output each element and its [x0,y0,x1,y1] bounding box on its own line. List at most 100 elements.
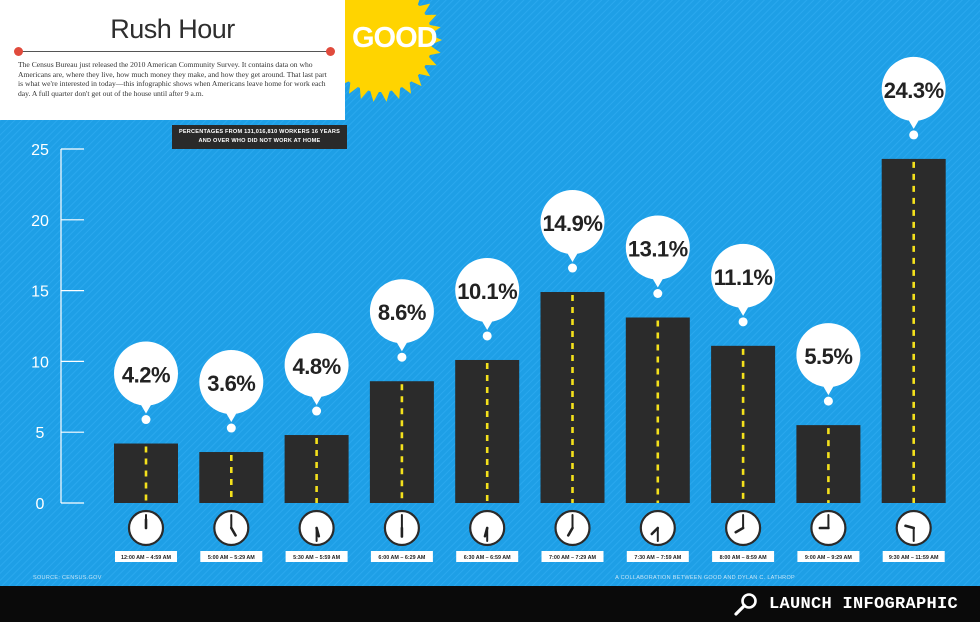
time-label: 9:00 AM – 9:29 AM [797,551,860,562]
value-label: 11.1% [714,265,773,290]
clocks-group [127,509,932,547]
clock-icon [639,509,676,547]
time-label-bg [456,551,519,562]
sun-disc [328,0,432,92]
bubble-pointer [309,393,324,406]
time-label-bg [370,551,433,562]
value-bubble: 5.5% [796,323,861,406]
clock-icon [554,509,591,547]
time-label-text: 5:00 AM – 5:29 AM [208,555,255,561]
time-label-bg [541,551,604,562]
clock-icon [383,509,420,547]
value-label: 4.2% [122,363,170,388]
good-logo-text: GOOD [352,22,438,54]
bubble-circle [284,333,349,398]
clock-icon [810,509,847,547]
value-bubbles: 4.2% 3.6% 4.8% 8.6% 10.1% 14.9% 13.1% 11.1% 5.5%… [114,56,946,433]
clock-hour-hand [650,526,660,536]
time-label-text: 7:30 AM – 7:59 AM [634,555,681,561]
y-tick-label: 10 [31,354,49,371]
clock-icon [724,509,762,547]
time-label-bg [797,551,860,562]
clock-icon [127,509,165,547]
time-label-text: 9:00 AM – 9:29 AM [805,555,852,561]
time-label: 5:00 AM – 5:29 AM [200,551,263,562]
time-label-bg [882,551,945,562]
bubble-dot [909,130,919,140]
time-label: 7:00 AM – 7:29 AM [541,551,604,562]
bubble-pointer [480,317,495,330]
bubble-dot [568,263,577,273]
time-label-text: 9:30 AM – 11:59 AM [889,555,939,561]
y-tick-label: 5 [36,425,45,442]
y-tick-label: 15 [31,284,49,301]
bar [284,435,349,503]
bubble-circle [114,341,178,406]
clock-icon [213,509,250,547]
time-label-text: 5:30 AM – 5:59 AM [293,555,340,561]
bubble-circle [881,56,946,121]
bubble-pointer [650,275,665,288]
value-label: 13.1% [628,237,688,262]
bar [455,359,520,503]
launch-infographic-button[interactable]: LAUNCH INFOGRAPHIC [733,592,958,616]
bubble-circle [540,190,605,255]
time-label: 7:30 AM – 7:59 AM [626,551,689,562]
bubble-dot [482,331,492,341]
value-bubble: 11.1% [711,243,776,327]
y-tick-label: 0 [36,496,45,513]
bubble-dot [312,406,322,416]
y-axis: 0 5 10 15 20 25 [31,142,84,513]
value-label: 24.3% [884,78,944,103]
time-label: 8:00 AM – 8:59 AM [712,551,775,562]
time-label-bg [200,551,263,562]
bubble-circle [796,323,861,388]
bubble-pointer [565,250,580,263]
y-tick-label: 20 [31,213,49,230]
bubble-pointer [821,383,836,396]
value-bubble: 8.6% [369,279,434,362]
value-label: 4.8% [293,354,341,379]
bubble-circle [369,279,434,344]
value-bubble: 14.9% [540,190,605,273]
time-label-text: 6:00 AM – 6:29 AM [378,555,425,561]
bubble-dot [226,423,236,433]
value-label: 14.9% [543,211,603,236]
clock-icon [298,509,335,547]
time-label: 5:30 AM – 5:59 AM [285,551,348,562]
value-label: 8.6% [378,300,426,325]
bubble-pointer [224,410,239,423]
value-bubble: 24.3% [881,56,946,140]
time-label: 6:30 AM – 6:59 AM [456,551,519,562]
time-label-bg [712,551,775,562]
time-label-bg [115,551,177,562]
rule-dot-right [326,47,335,56]
value-bubble: 13.1% [625,215,690,299]
value-bubble: 4.8% [284,333,349,416]
clock-hour-hand [734,526,745,534]
clock-hour-hand [483,526,489,538]
y-tick-label: 25 [31,142,49,159]
title-rule [18,51,330,52]
page-title: Rush Hour [110,14,235,44]
clock-icon [895,509,932,547]
value-label: 10.1% [457,279,517,304]
bubble-circle [625,215,690,280]
time-label: 6:00 AM – 6:29 AM [370,551,433,562]
clock-hour-hand [566,526,574,537]
bubble-dot [141,415,151,425]
time-label: 9:30 AM – 11:59 AM [882,551,945,562]
source-note: SOURCE: CENSUS.GOV [33,575,102,581]
clock-icon [469,509,506,547]
magnifier-icon [734,593,757,616]
time-labels: 12:00 AM – 4:59 AM 5:00 AM – 5:29 AM 5:30 … [115,551,945,562]
info-panel: Rush Hour The Census Bureau just release… [0,0,345,120]
bubble-circle [199,350,264,415]
bubble-dot [738,317,748,327]
value-bubble: 3.6% [199,350,264,433]
bubble-dot [397,352,407,362]
description: The Census Bureau just released the 2010… [18,60,327,98]
bubble-dot [823,396,833,406]
subtitle: PERCENTAGES FROM 131,016,810 WORKERS 16 … [172,125,347,149]
